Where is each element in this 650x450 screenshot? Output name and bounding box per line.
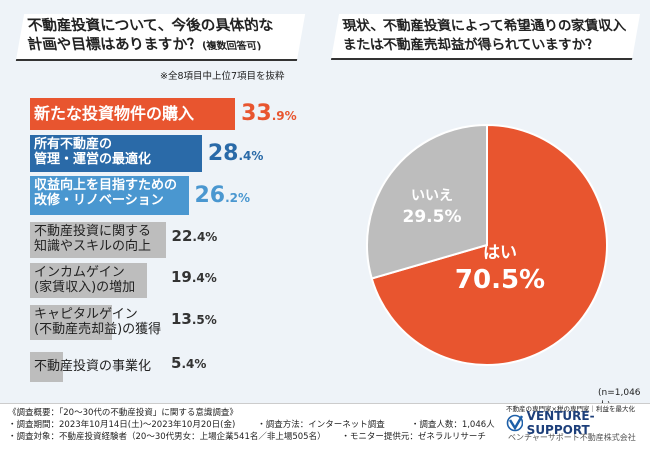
pie-slice-1 bbox=[370, 123, 608, 366]
pie-category-label: いいえ bbox=[411, 188, 453, 204]
bar-value-label: 5.4% bbox=[171, 354, 207, 372]
bar-label: インカムゲイン (家賃収入)の増加 bbox=[34, 265, 136, 295]
bar-label: 収益向上を目指すための 改修・リノベーション bbox=[34, 178, 178, 208]
bar-value-label: 28.4% bbox=[207, 140, 264, 166]
pie-value-label: 29.5% bbox=[403, 207, 462, 227]
survey-target: ・調査対象：不動産投資経験者（20～30代男女：上場企業541名／非上場505名… bbox=[8, 432, 322, 442]
left-title-suffix: (複数回答可) bbox=[201, 41, 263, 52]
pie-category-label: はい bbox=[483, 243, 517, 263]
right-title-line1: 現状、不動産投資によって希望通りの家賃収入 bbox=[341, 18, 627, 34]
pie-value-label: 70.5% bbox=[455, 265, 545, 295]
logo: 不動産の専門家×税の専門家｜利益を最大化 VENTURE-SUPPORT ベンチ… bbox=[506, 405, 648, 443]
bar-3: 収益向上を目指すための 改修・リノベーション bbox=[30, 176, 189, 215]
bar-7: 不動産投資の事業化 bbox=[30, 352, 151, 382]
bar-label: 新たな投資物件の購入 bbox=[34, 104, 195, 123]
bar-label: 不動産投資に関する 知識やスキルの向上 bbox=[34, 224, 152, 254]
left-title: 不動産投資について、今後の具体的な 計画や目標はありますか？(複数回答可) bbox=[15, 14, 306, 61]
bar-label: キャピタルゲイン (不動産売却益)の獲得 bbox=[34, 307, 162, 337]
survey-title: 《調査概要：「20～30代の不動産投資」に関する意識調査》 bbox=[8, 408, 238, 418]
left-title-line1: 不動産投資について、今後の具体的な bbox=[26, 18, 275, 34]
right-title: 現状、不動産投資によって希望通りの家賃収入 または不動産売却益が得られていますか… bbox=[330, 14, 641, 60]
bar-6: キャピタルゲイン (不動産売却益)の獲得 bbox=[30, 305, 161, 340]
bar-label: 所有不動産の 管理・運営の最適化 bbox=[34, 137, 152, 167]
bar-value-label: 26.2% bbox=[194, 182, 251, 208]
survey-provider: ・モニター提供元：ゼネラルリサーチ bbox=[341, 432, 486, 442]
bar-4: 不動産投資に関する 知識やスキルの向上 bbox=[30, 222, 166, 258]
bar-value-label: 13.5% bbox=[171, 309, 217, 328]
footer: 《調査概要：「20～30代の不動産投資」に関する意識調査》 ・調査期間：2023… bbox=[0, 403, 650, 450]
logo-name: VENTURE-SUPPORT bbox=[526, 409, 595, 437]
bar-value-label: 22.4% bbox=[171, 227, 218, 245]
pie-slice-2 bbox=[366, 123, 488, 280]
logo-tagline: 不動産の専門家×税の専門家｜利益を最大化 bbox=[506, 405, 635, 413]
logo-check-icon bbox=[506, 414, 523, 432]
bar-value-label: 33.9% bbox=[241, 101, 297, 126]
logo-sub: ベンチャーサポート不動産株式会社 bbox=[508, 433, 636, 442]
right-title-line2: または不動産売却益が得られていますか？ bbox=[341, 37, 601, 53]
bar-label: 不動産投資の事業化 bbox=[34, 359, 152, 374]
left-title-line2: 計画や目標はありますか？ bbox=[26, 37, 204, 53]
survey-period: ・調査期間：2023年10月14日(土)～2023年10月20日(金) bbox=[8, 420, 236, 430]
bar-value-label: 19.4% bbox=[171, 267, 217, 286]
bar-2: 所有不動産の 管理・運営の最適化 bbox=[30, 135, 202, 172]
bar-1: 新たな投資物件の購入 bbox=[30, 98, 236, 130]
bar-5: インカムゲイン (家賃収入)の増加 bbox=[30, 263, 148, 298]
survey-method: ・調査方法：インターネット調査 bbox=[257, 420, 385, 430]
survey-count: ・調査人数：1,046人 bbox=[410, 420, 495, 430]
note: ※全8項目中上位7項目を抜粋 bbox=[160, 71, 285, 82]
